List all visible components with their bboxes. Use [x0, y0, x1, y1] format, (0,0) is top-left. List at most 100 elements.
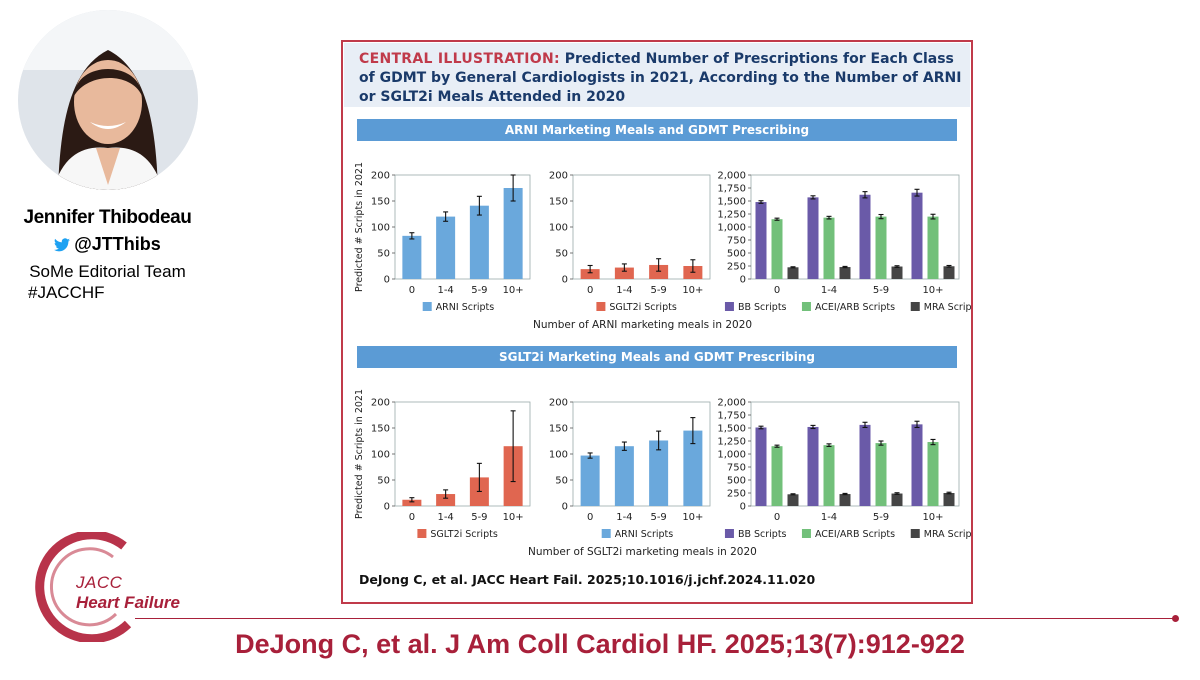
- y-tick-label: 50: [377, 249, 390, 260]
- bar: [807, 426, 819, 506]
- x-caption-sglt2i: Number of SGLT2i marketing meals in 2020: [528, 546, 757, 558]
- y-tick-label: 250: [727, 489, 746, 500]
- y-tick-label: 1,000: [717, 223, 746, 234]
- x-tick-label: 1-4: [821, 285, 837, 296]
- bar: [927, 216, 939, 279]
- y-tick-label: 150: [549, 424, 568, 435]
- chart-panel-3: [392, 401, 531, 538]
- x-tick-label: 10+: [922, 512, 943, 523]
- chart-panel-4: [570, 401, 711, 538]
- chart-plot-area-2: [750, 174, 960, 280]
- bar: [503, 188, 523, 279]
- bar: [755, 202, 767, 279]
- bar: [787, 494, 799, 506]
- presenter-team: SoMe Editorial Team: [29, 262, 186, 281]
- y-tick-label: 750: [727, 236, 746, 247]
- bar: [580, 269, 600, 279]
- y-tick-label: 2,000: [717, 398, 746, 409]
- bar: [787, 267, 799, 279]
- y-axis-label: Predicted # Scripts in 2021: [354, 162, 365, 292]
- bar: [755, 427, 767, 506]
- bar: [402, 235, 422, 279]
- y-tick-label: 50: [555, 249, 568, 260]
- bar: [943, 493, 955, 506]
- x-tick-label: 1-4: [437, 512, 453, 523]
- bar: [839, 494, 851, 506]
- legend-swatch: [596, 302, 606, 311]
- x-tick-label: 5-9: [873, 285, 889, 296]
- y-tick-label: 150: [549, 197, 568, 208]
- bar-charts-canvas: 0 50 100 150 200 Predicted # Scripts in 2021 0…: [354, 162, 973, 540]
- presenter-name: Jennifer Thibodeau: [23, 207, 192, 228]
- chart-plot-area-1: [572, 174, 711, 280]
- y-tick-label: 1,500: [717, 424, 746, 435]
- bar: [875, 216, 887, 279]
- legend-label: ARNI Scripts: [615, 529, 674, 540]
- legend-label: MRA Scripts: [924, 302, 973, 313]
- legend-swatch: [417, 529, 427, 538]
- x-tick-label: 10+: [922, 285, 943, 296]
- y-tick-label: 0: [740, 502, 746, 513]
- y-tick-label: 200: [371, 398, 390, 409]
- illustration-title-rest: Predicted Number of Prescriptions for Ea…: [359, 51, 962, 105]
- presenter-handle[interactable]: @JTThibs: [0, 234, 215, 255]
- legend-swatch: [910, 529, 920, 538]
- legend-swatch: [724, 302, 734, 311]
- bar: [614, 267, 634, 279]
- x-tick-label: 0: [774, 512, 780, 523]
- legend-swatch: [801, 302, 811, 311]
- presenter-portrait-image: [18, 10, 198, 190]
- bar: [927, 442, 939, 506]
- y-tick-label: 100: [549, 450, 568, 461]
- x-tick-label: 0: [409, 285, 415, 296]
- presenter-handle-text: @JTThibs: [74, 234, 161, 254]
- y-tick-label: 0: [384, 502, 390, 513]
- presenter-hashtag: #JACCHF: [28, 283, 105, 302]
- x-caption-arni: Number of ARNI marketing meals in 2020: [533, 319, 753, 331]
- legend-swatch: [724, 529, 734, 538]
- legend-label: BB Scripts: [738, 302, 787, 313]
- y-tick-label: 500: [727, 249, 746, 260]
- bar: [943, 266, 955, 279]
- x-tick-label: 1-4: [437, 285, 453, 296]
- bar: [771, 219, 783, 279]
- y-tick-label: 750: [727, 463, 746, 474]
- x-tick-label: 1-4: [616, 512, 632, 523]
- bar: [649, 264, 669, 279]
- legend-label: ACEI/ARB Scripts: [815, 529, 895, 540]
- legend-label: SGLT2i Scripts: [430, 529, 497, 540]
- y-tick-label: 1,750: [717, 184, 746, 195]
- presenter-photo: [18, 10, 198, 190]
- bar: [469, 205, 489, 279]
- chart-panel-2: [724, 174, 960, 311]
- bar: [911, 192, 923, 279]
- illustration-header: [344, 43, 970, 107]
- y-tick-label: 100: [549, 223, 568, 234]
- x-tick-label: 0: [587, 285, 593, 296]
- bar: [823, 217, 835, 279]
- illustration-title-lead: CENTRAL ILLUSTRATION:: [359, 51, 560, 67]
- citation: DeJong C, et al. J Am Coll Cardiol HF. 2…: [235, 629, 965, 659]
- bar: [436, 494, 456, 506]
- divider-line: [135, 618, 1175, 619]
- x-tick-label: 5-9: [873, 512, 889, 523]
- legend-swatch: [601, 529, 611, 538]
- bar: [911, 424, 923, 506]
- y-tick-label: 2,000: [717, 171, 746, 182]
- illustration-reference: DeJong C, et al. JACC Heart Fail. 2025;1…: [359, 572, 816, 587]
- journal-logo-arc-icon: [35, 532, 132, 642]
- x-tick-label: 0: [774, 285, 780, 296]
- legend-swatch: [910, 302, 920, 311]
- bar: [823, 445, 835, 506]
- bar: [859, 194, 871, 279]
- bar: [891, 493, 903, 506]
- y-tick-label: 200: [549, 398, 568, 409]
- chart-plot-area-5: [750, 401, 960, 507]
- x-tick-label: 10+: [503, 512, 524, 523]
- bar: [614, 446, 634, 506]
- illustration-title: CENTRAL ILLUSTRATION: Predicted Number o…: [359, 50, 969, 107]
- bar: [649, 440, 669, 506]
- y-tick-label: 200: [371, 171, 390, 182]
- twitter-bird-icon: [54, 238, 71, 252]
- y-tick-label: 150: [371, 197, 390, 208]
